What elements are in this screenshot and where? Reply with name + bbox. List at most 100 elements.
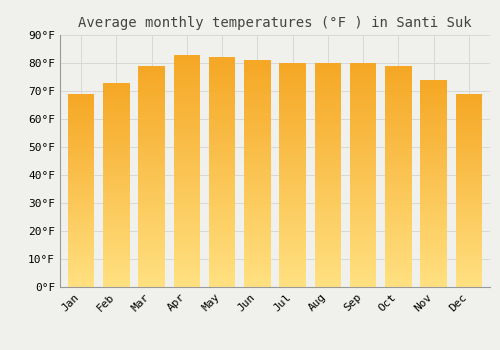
- Bar: [68, 258, 94, 261]
- Bar: [68, 232, 94, 236]
- Bar: [68, 219, 94, 223]
- Bar: [174, 90, 200, 93]
- Bar: [456, 164, 482, 168]
- Bar: [350, 156, 376, 160]
- Bar: [456, 252, 482, 255]
- Bar: [385, 224, 411, 228]
- Bar: [244, 238, 270, 242]
- Bar: [103, 277, 130, 280]
- Bar: [314, 231, 341, 235]
- Bar: [314, 78, 341, 82]
- Bar: [420, 225, 447, 228]
- Bar: [350, 67, 376, 70]
- Bar: [68, 171, 94, 174]
- Bar: [456, 200, 482, 203]
- Bar: [244, 276, 270, 279]
- Bar: [350, 168, 376, 171]
- Bar: [244, 170, 270, 174]
- Bar: [420, 176, 447, 180]
- Bar: [68, 271, 94, 274]
- Bar: [280, 227, 306, 231]
- Bar: [385, 125, 411, 128]
- Bar: [103, 191, 130, 195]
- Bar: [174, 78, 200, 82]
- Bar: [420, 197, 447, 201]
- Bar: [280, 268, 306, 272]
- Bar: [350, 119, 376, 123]
- Bar: [174, 93, 200, 97]
- Bar: [138, 95, 165, 99]
- Bar: [456, 142, 482, 145]
- Bar: [385, 162, 411, 165]
- Bar: [138, 132, 165, 136]
- Bar: [103, 147, 130, 151]
- Bar: [68, 152, 94, 155]
- Bar: [385, 276, 411, 280]
- Bar: [420, 145, 447, 149]
- Bar: [280, 242, 306, 246]
- Bar: [456, 161, 482, 164]
- Bar: [280, 134, 306, 138]
- Bar: [68, 100, 94, 104]
- Bar: [244, 223, 270, 226]
- Bar: [456, 265, 482, 268]
- Bar: [68, 187, 94, 190]
- Bar: [350, 253, 376, 257]
- Bar: [209, 230, 236, 233]
- Bar: [138, 180, 165, 184]
- Bar: [385, 114, 411, 117]
- Bar: [68, 123, 94, 126]
- Bar: [103, 188, 130, 191]
- Bar: [456, 261, 482, 265]
- Bar: [456, 110, 482, 113]
- Bar: [456, 168, 482, 171]
- Bar: [103, 137, 130, 140]
- Bar: [174, 182, 200, 186]
- Bar: [350, 257, 376, 261]
- Bar: [103, 263, 130, 267]
- Bar: [68, 268, 94, 271]
- Bar: [280, 168, 306, 171]
- Bar: [68, 97, 94, 100]
- Bar: [138, 136, 165, 140]
- Bar: [314, 70, 341, 74]
- Bar: [350, 112, 376, 115]
- Bar: [420, 135, 447, 139]
- Bar: [456, 236, 482, 239]
- Bar: [280, 70, 306, 74]
- Bar: [244, 94, 270, 98]
- Bar: [174, 202, 200, 206]
- Bar: [314, 130, 341, 134]
- Bar: [456, 213, 482, 216]
- Bar: [209, 180, 236, 184]
- Bar: [244, 75, 270, 79]
- Bar: [244, 121, 270, 125]
- Bar: [456, 116, 482, 120]
- Bar: [209, 122, 236, 126]
- Bar: [456, 148, 482, 152]
- Bar: [138, 66, 165, 70]
- Bar: [420, 211, 447, 215]
- Bar: [103, 154, 130, 158]
- Bar: [209, 206, 236, 210]
- Bar: [385, 180, 411, 184]
- Bar: [103, 103, 130, 106]
- Bar: [244, 219, 270, 223]
- Bar: [103, 267, 130, 270]
- Bar: [68, 136, 94, 139]
- Bar: [244, 196, 270, 200]
- Bar: [244, 200, 270, 204]
- Bar: [280, 175, 306, 179]
- Bar: [138, 125, 165, 128]
- Bar: [138, 210, 165, 213]
- Bar: [138, 224, 165, 228]
- Bar: [244, 234, 270, 238]
- Bar: [138, 176, 165, 180]
- Bar: [420, 128, 447, 132]
- Bar: [68, 113, 94, 116]
- Bar: [385, 143, 411, 147]
- Bar: [138, 92, 165, 95]
- Bar: [456, 181, 482, 184]
- Bar: [68, 107, 94, 110]
- Bar: [420, 83, 447, 87]
